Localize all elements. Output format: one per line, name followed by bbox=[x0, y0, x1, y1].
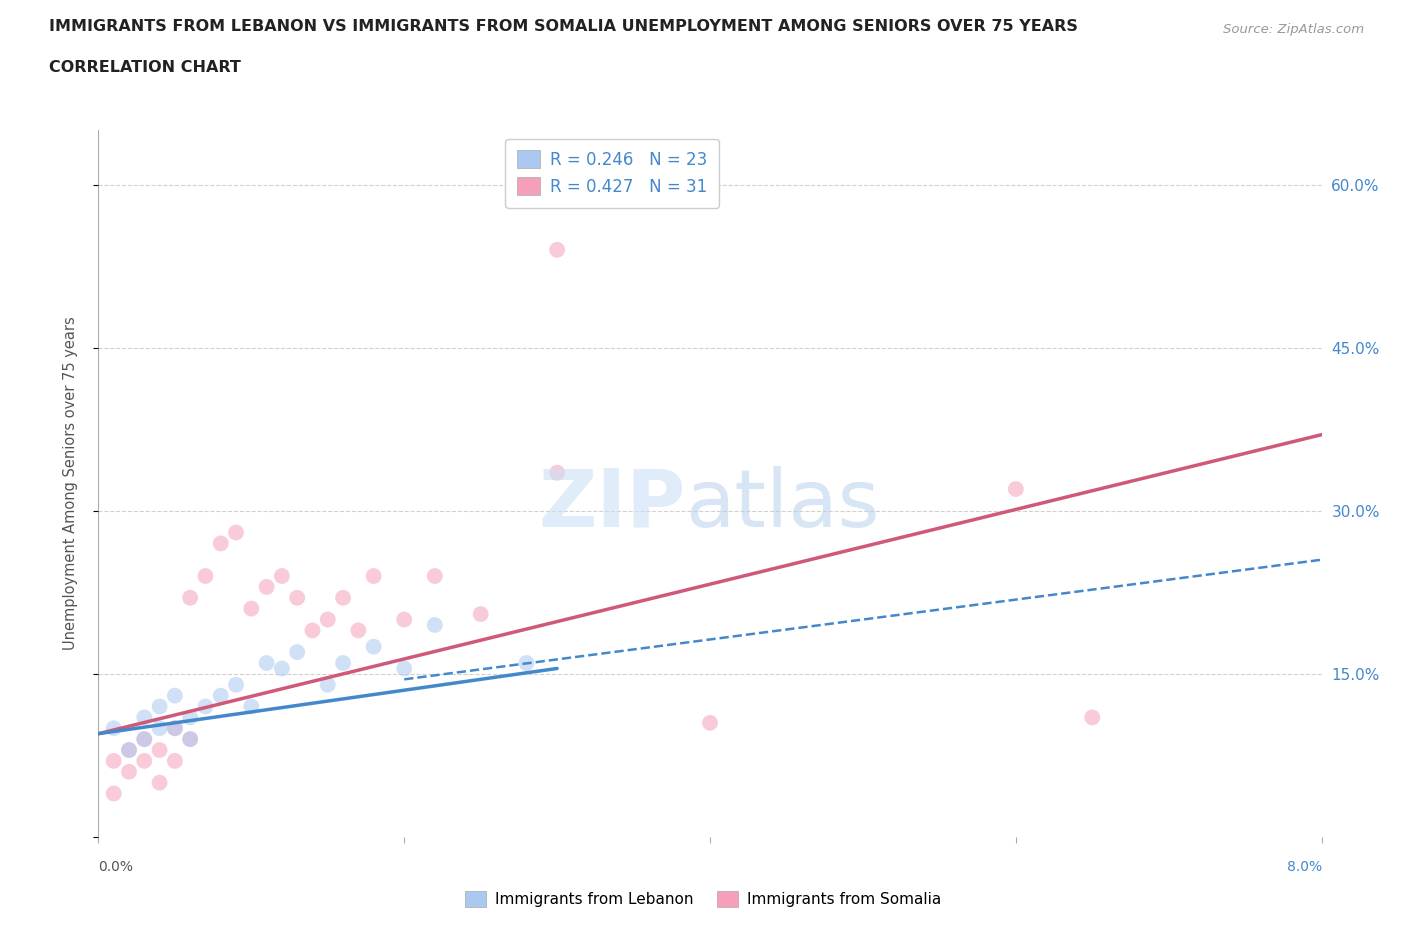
Point bbox=[699, 715, 721, 730]
Point bbox=[134, 753, 156, 768]
Point bbox=[392, 661, 416, 676]
Point bbox=[516, 656, 538, 671]
Point bbox=[1004, 482, 1026, 497]
Point bbox=[209, 536, 232, 551]
Point bbox=[149, 742, 172, 757]
Point bbox=[256, 656, 278, 671]
Point bbox=[240, 601, 263, 616]
Point bbox=[423, 618, 446, 632]
Point bbox=[179, 591, 201, 605]
Y-axis label: Unemployment Among Seniors over 75 years: Unemployment Among Seniors over 75 years bbox=[63, 317, 77, 650]
Point bbox=[103, 786, 125, 801]
Text: Source: ZipAtlas.com: Source: ZipAtlas.com bbox=[1223, 23, 1364, 36]
Point bbox=[270, 568, 294, 583]
Point bbox=[118, 742, 141, 757]
Point bbox=[225, 677, 247, 692]
Point bbox=[225, 525, 247, 540]
Point bbox=[423, 568, 446, 583]
Legend: R = 0.246   N = 23, R = 0.427   N = 31: R = 0.246 N = 23, R = 0.427 N = 31 bbox=[505, 139, 718, 207]
Point bbox=[470, 606, 492, 621]
Point bbox=[194, 568, 217, 583]
Point bbox=[209, 688, 232, 703]
Point bbox=[163, 688, 186, 703]
Point bbox=[546, 465, 568, 480]
Point bbox=[270, 661, 294, 676]
Point bbox=[134, 732, 156, 747]
Point bbox=[118, 742, 141, 757]
Text: atlas: atlas bbox=[686, 466, 880, 544]
Point bbox=[103, 753, 125, 768]
Point bbox=[363, 568, 385, 583]
Point bbox=[149, 776, 172, 790]
Point bbox=[316, 612, 339, 627]
Point bbox=[285, 644, 308, 659]
Text: IMMIGRANTS FROM LEBANON VS IMMIGRANTS FROM SOMALIA UNEMPLOYMENT AMONG SENIORS OV: IMMIGRANTS FROM LEBANON VS IMMIGRANTS FR… bbox=[49, 19, 1078, 33]
Point bbox=[103, 721, 125, 736]
Point bbox=[179, 732, 201, 747]
Point bbox=[179, 732, 201, 747]
Point bbox=[134, 710, 156, 724]
Point bbox=[163, 721, 186, 736]
Text: 0.0%: 0.0% bbox=[98, 860, 134, 874]
Point bbox=[1081, 710, 1104, 724]
Point bbox=[316, 677, 339, 692]
Point bbox=[332, 591, 354, 605]
Text: 8.0%: 8.0% bbox=[1286, 860, 1322, 874]
Point bbox=[134, 732, 156, 747]
Point bbox=[546, 243, 568, 258]
Point bbox=[332, 656, 354, 671]
Point bbox=[363, 639, 385, 654]
Text: CORRELATION CHART: CORRELATION CHART bbox=[49, 60, 240, 75]
Point bbox=[149, 699, 172, 714]
Point bbox=[149, 721, 172, 736]
Point bbox=[163, 753, 186, 768]
Point bbox=[240, 699, 263, 714]
Point bbox=[118, 764, 141, 779]
Point bbox=[256, 579, 278, 594]
Point bbox=[194, 699, 217, 714]
Legend: Immigrants from Lebanon, Immigrants from Somalia: Immigrants from Lebanon, Immigrants from… bbox=[458, 884, 948, 913]
Text: ZIP: ZIP bbox=[538, 466, 686, 544]
Point bbox=[392, 612, 416, 627]
Point bbox=[163, 721, 186, 736]
Point bbox=[347, 623, 370, 638]
Point bbox=[179, 710, 201, 724]
Point bbox=[301, 623, 323, 638]
Point bbox=[285, 591, 308, 605]
